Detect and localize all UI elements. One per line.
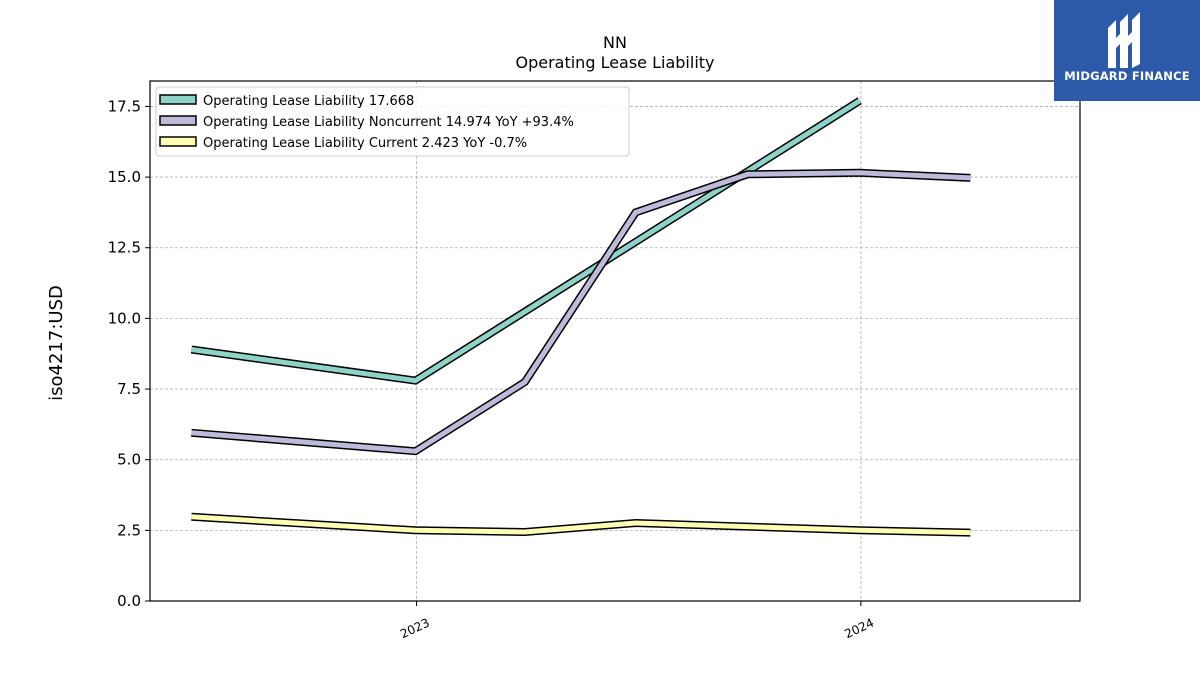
midgard-finance-logo-icon [1108, 12, 1140, 68]
axes: 0.0 2.5 5.0 7.5 10.0 12.5 15.0 17.5 2023 2024 [108, 97, 876, 641]
series-line [191, 170, 971, 454]
y-tick-label: 5.0 [117, 451, 141, 469]
legend-label: Operating Lease Liability Current 2.423 … [203, 136, 527, 151]
y-tick-label: 17.5 [108, 97, 141, 115]
plot-area [149, 80, 1081, 602]
chart-subtitle: Operating Lease Liability [515, 53, 714, 72]
y-tick-label: 7.5 [117, 380, 141, 398]
series-line-outline [191, 168, 971, 456]
y-tick-label: 10.0 [108, 309, 141, 327]
chart-title: NN [603, 33, 627, 52]
legend-swatch [159, 94, 197, 105]
brand-name: MIDGARD FINANCE [1064, 69, 1190, 83]
legend-items: Operating Lease Liability 17.668 Operatin… [159, 94, 574, 151]
series-line [191, 98, 862, 384]
y-tick-label: 0.0 [117, 592, 141, 610]
legend-label: Operating Lease Liability 17.668 [203, 94, 414, 109]
legend-swatch [159, 136, 197, 147]
legend-box [155, 86, 630, 157]
series-layer [190, 97, 971, 537]
x-tick-label: 2023 [398, 616, 432, 642]
y-tick-label: 12.5 [108, 239, 141, 257]
legend: Operating Lease Liability 17.668 Operatin… [155, 86, 630, 157]
legend-swatch [159, 115, 197, 126]
y-axis-label: iso4217:USD [46, 285, 67, 401]
brand-logo: MIDGARD FINANCE [1054, 0, 1200, 101]
series-line [191, 514, 971, 536]
y-tick-label: 15.0 [108, 168, 141, 186]
x-tick-label: 2024 [842, 616, 876, 642]
y-tick-label: 2.5 [117, 521, 141, 539]
legend-label: Operating Lease Liability Noncurrent 14.… [203, 115, 574, 130]
